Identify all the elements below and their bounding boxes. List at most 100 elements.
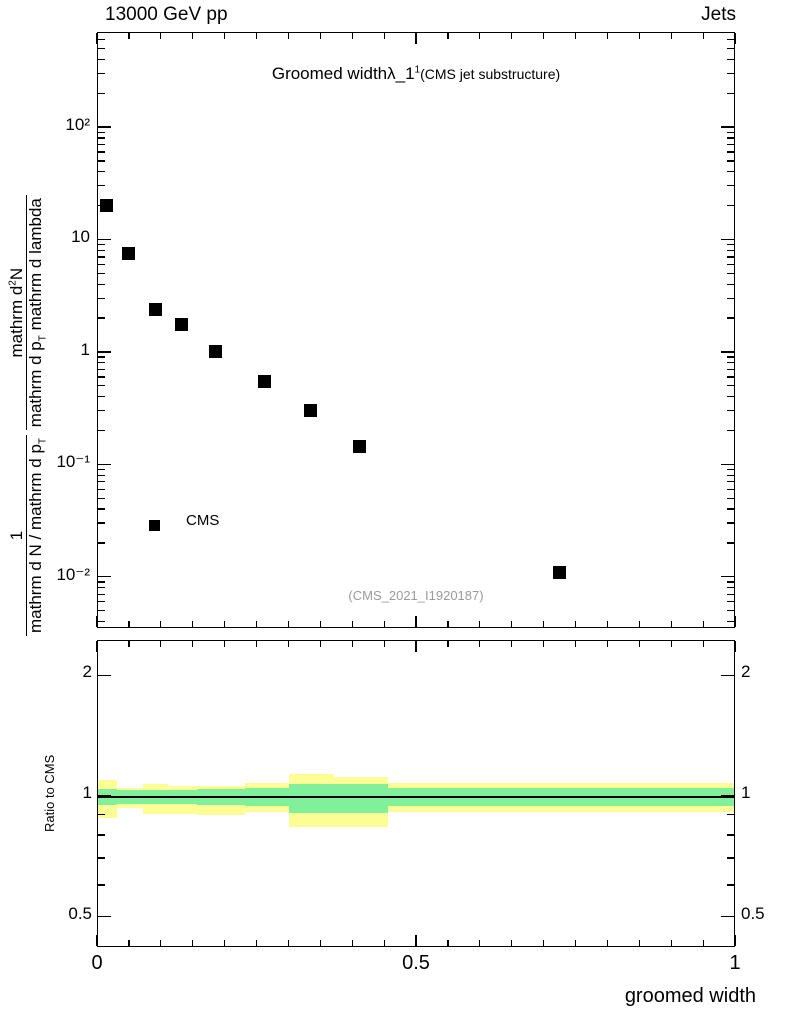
axis-tick <box>638 621 640 627</box>
axis-tick <box>98 795 111 797</box>
axis-tick <box>98 185 105 187</box>
axis-tick <box>727 356 734 358</box>
axis-tick <box>160 940 162 946</box>
axis-tick <box>727 368 734 370</box>
ratio-y-tick-label: 2 <box>82 662 92 682</box>
axis-tick <box>670 641 672 647</box>
axis-tick <box>638 641 640 647</box>
axis-tick <box>727 601 734 603</box>
axis-tick <box>98 497 105 499</box>
y-tick-label: 10⁻¹ <box>56 452 90 472</box>
axis-tick <box>721 351 734 353</box>
axis-tick <box>702 641 704 647</box>
data-point <box>149 302 163 316</box>
axis-tick <box>98 72 105 75</box>
axis-tick <box>351 621 353 627</box>
axis-tick <box>543 621 545 627</box>
axis-tick <box>98 160 105 162</box>
axis-tick <box>383 940 385 946</box>
axis-tick <box>543 940 545 946</box>
axis-tick <box>670 621 672 627</box>
axis-tick <box>98 126 111 128</box>
axis-tick <box>96 935 98 946</box>
axis-tick <box>96 641 98 652</box>
axis-tick <box>727 508 734 510</box>
axis-tick <box>447 641 449 647</box>
axis-tick <box>606 33 609 39</box>
axis-tick <box>319 621 321 627</box>
axis-tick <box>98 488 105 490</box>
axis-tick <box>98 356 105 358</box>
axis-tick <box>727 376 734 378</box>
axis-tick <box>98 884 105 886</box>
axis-tick <box>727 857 734 859</box>
axis-tick <box>734 935 736 946</box>
axis-tick <box>224 33 226 39</box>
inner-uncertainty-band <box>334 783 389 814</box>
axis-tick <box>721 463 734 465</box>
plot-title-main: Groomed width <box>271 64 388 83</box>
axis-tick <box>447 940 449 946</box>
data-point <box>100 199 114 213</box>
axis-tick <box>98 834 105 836</box>
axis-tick <box>727 488 734 490</box>
analysis-id-watermark: (CMS_2021_I1920187) <box>348 588 484 603</box>
axis-tick <box>727 834 734 836</box>
axis-tick <box>727 884 734 886</box>
axis-tick <box>98 151 105 153</box>
axis-tick <box>727 205 734 207</box>
axis-tick <box>255 33 258 39</box>
axis-tick <box>98 368 105 370</box>
axis-tick <box>479 641 481 647</box>
axis-tick <box>98 593 105 595</box>
axis-tick <box>415 616 417 627</box>
axis-tick <box>727 396 734 398</box>
axis-tick <box>128 33 130 39</box>
axis-tick <box>721 576 734 578</box>
axis-tick <box>128 641 130 647</box>
axis-tick <box>383 33 385 39</box>
axis-tick <box>98 38 105 41</box>
axis-tick <box>319 940 321 946</box>
axis-tick <box>383 641 385 647</box>
axis-tick <box>160 641 162 647</box>
axis-tick <box>727 263 734 266</box>
axis-tick <box>606 641 609 647</box>
y-tick-label: 10 <box>71 227 90 247</box>
axis-tick <box>727 72 734 75</box>
axis-tick <box>727 385 734 387</box>
axis-tick <box>721 916 734 918</box>
axis-tick <box>727 593 734 595</box>
axis-tick <box>98 601 105 603</box>
data-point <box>303 404 317 418</box>
axis-tick <box>98 385 105 387</box>
axis-tick <box>224 940 226 946</box>
axis-tick <box>192 940 194 946</box>
axis-tick <box>721 795 734 797</box>
axis-tick <box>479 621 481 627</box>
ratio-y-tick-label-right: 0.5 <box>741 903 765 923</box>
axis-tick <box>98 137 105 139</box>
axis-tick <box>574 33 577 39</box>
axis-tick <box>98 317 105 319</box>
axis-tick <box>287 33 290 39</box>
axis-tick <box>721 238 734 241</box>
axis-tick <box>727 151 734 153</box>
header-category: Jets <box>701 4 736 25</box>
axis-tick <box>638 940 640 946</box>
axis-tick <box>96 33 98 44</box>
axis-tick <box>98 674 111 677</box>
axis-tick <box>98 171 105 173</box>
axis-tick <box>192 641 194 647</box>
axis-tick <box>727 185 734 187</box>
axis-tick <box>727 58 734 61</box>
axis-tick <box>727 297 734 299</box>
axis-tick <box>415 33 417 44</box>
x-axis-title: groomed width <box>624 985 756 1007</box>
axis-tick <box>727 410 734 412</box>
axis-tick <box>479 940 481 946</box>
axis-tick <box>98 463 111 465</box>
axis-tick <box>192 33 194 39</box>
axis-tick <box>98 542 105 544</box>
